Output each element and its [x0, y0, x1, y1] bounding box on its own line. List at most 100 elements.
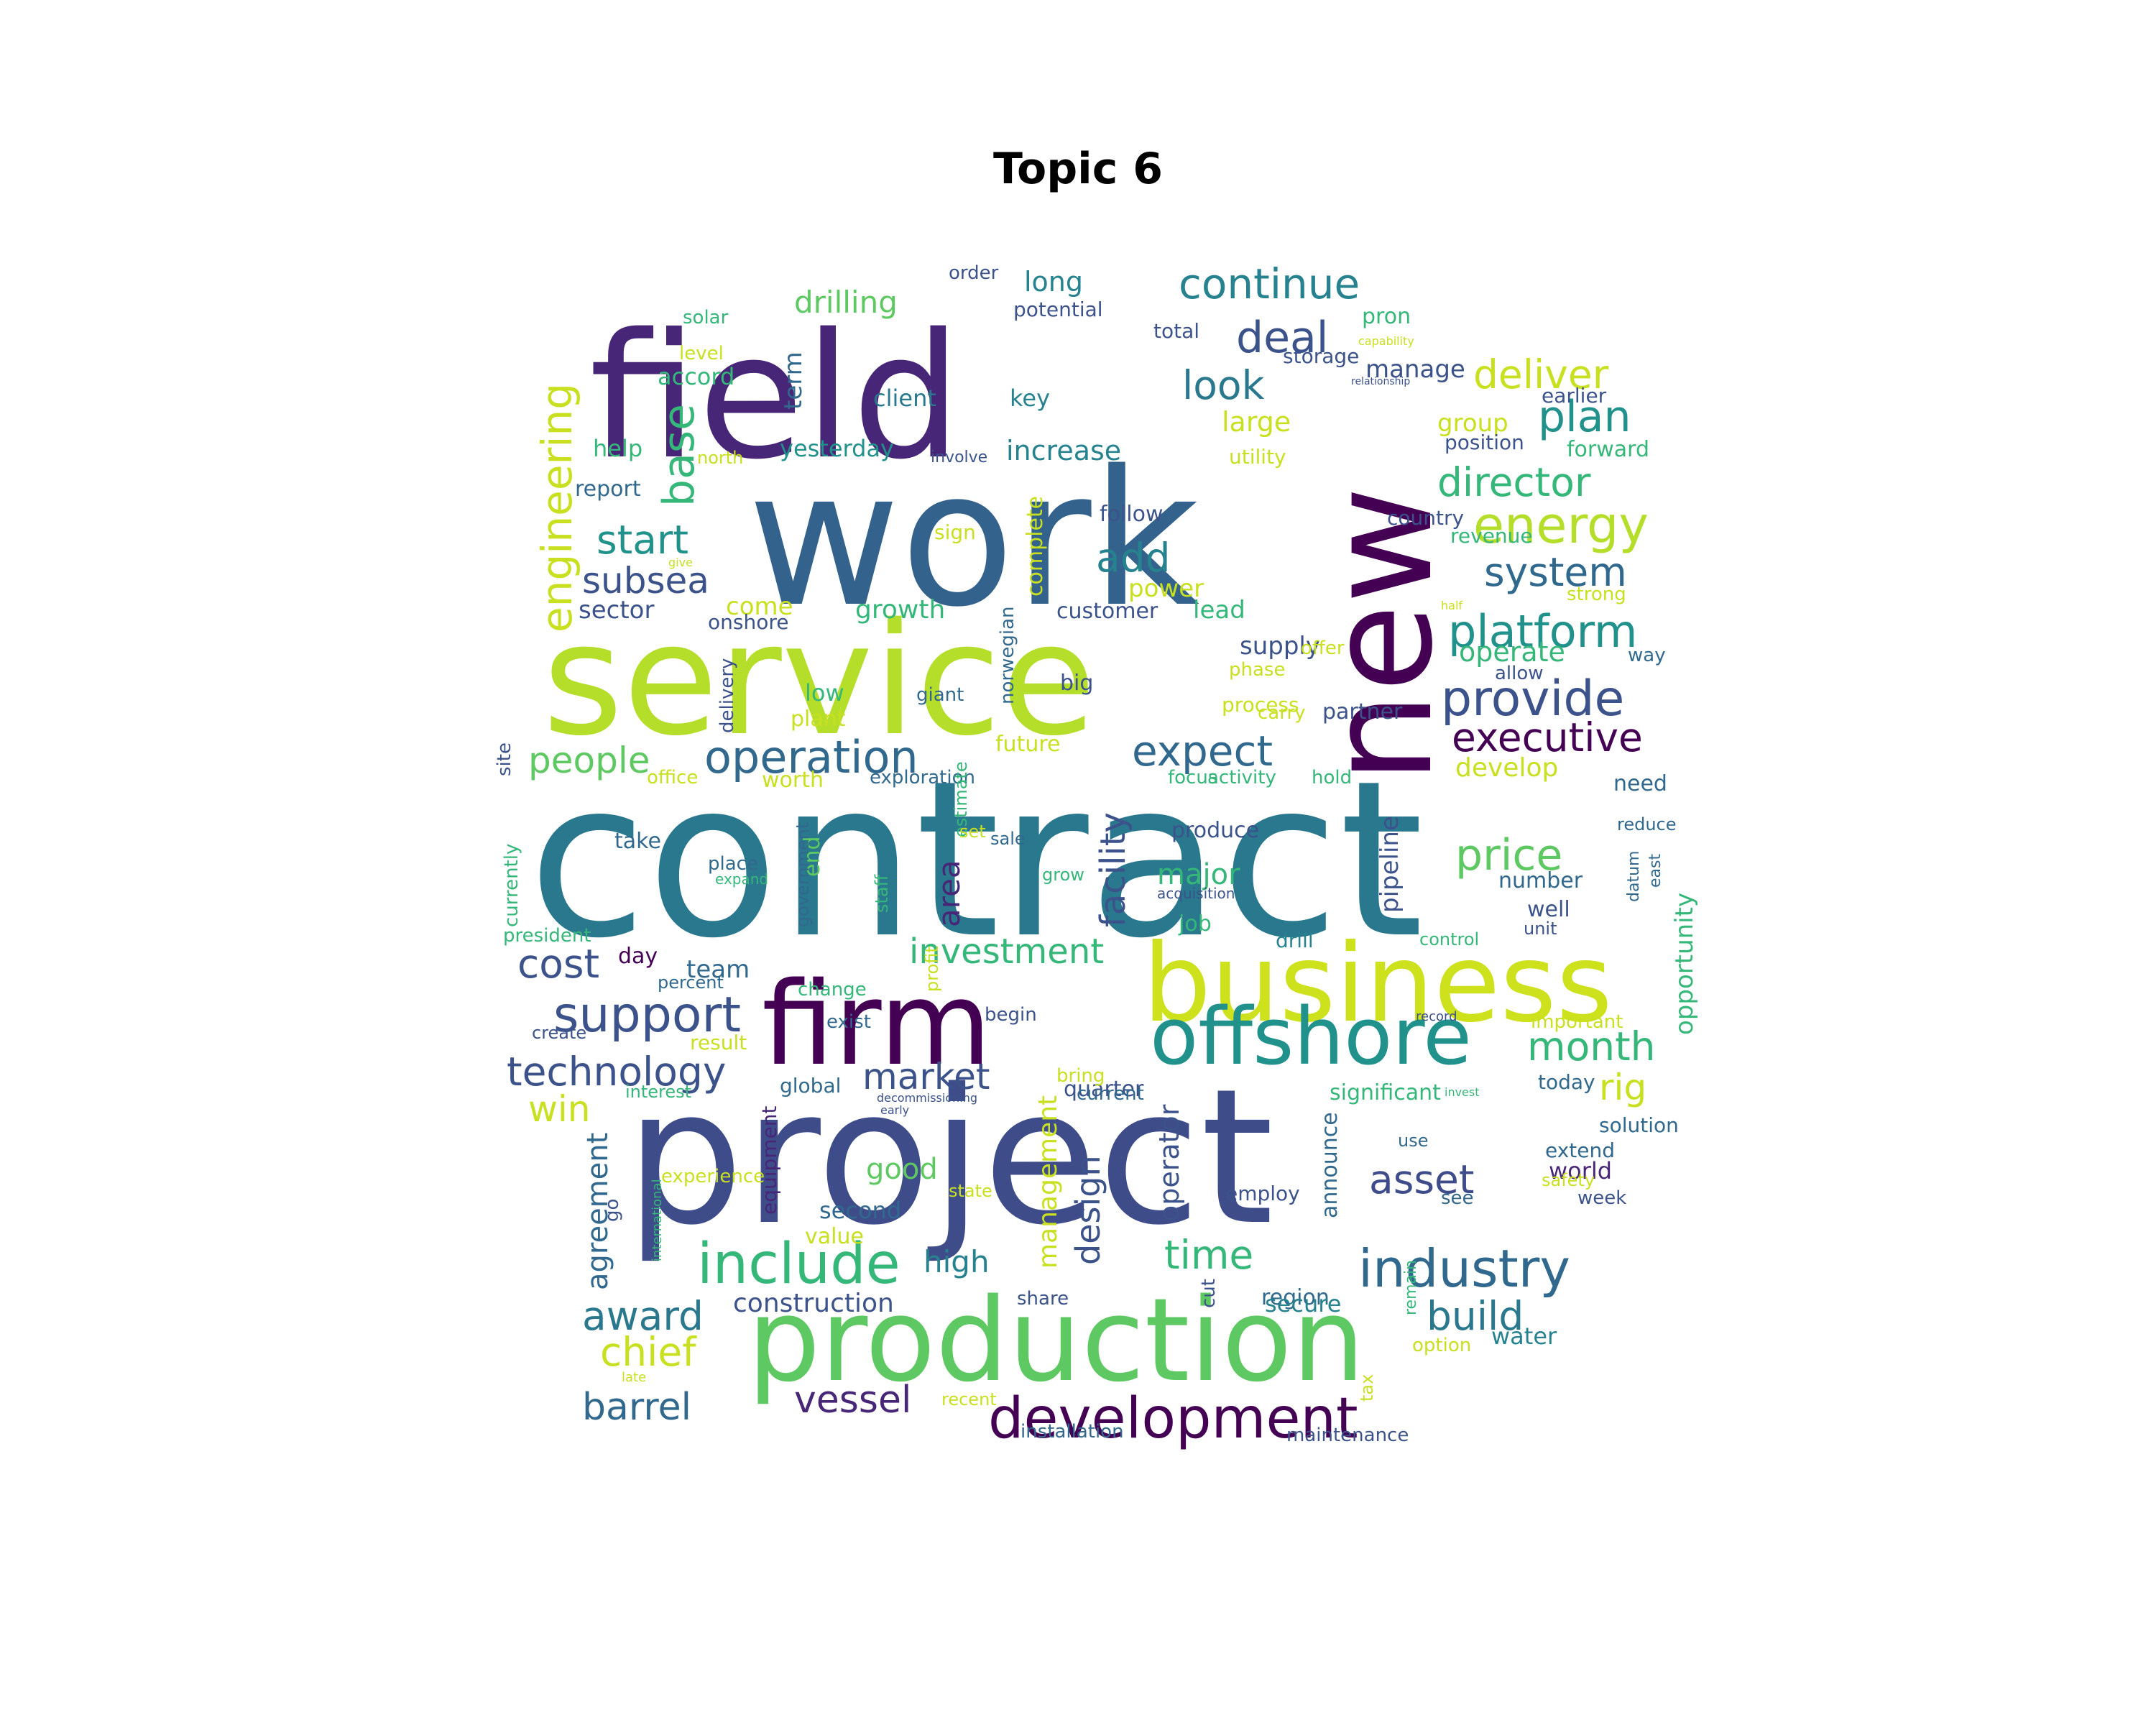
word-contract: contract [528, 735, 1424, 985]
word-base: base [654, 404, 704, 507]
word-field: field [589, 296, 962, 497]
word-storage: storage [1283, 344, 1359, 368]
word-vessel: vessel [794, 1379, 911, 1422]
word-important: important [1531, 1011, 1623, 1033]
word-pipeline: pipeline [1376, 816, 1404, 913]
word-add: add [1096, 535, 1171, 581]
word-way: way [1628, 645, 1666, 666]
word-asset: asset [1369, 1156, 1474, 1202]
word-plan: plan [1538, 392, 1631, 442]
word-major: major [1157, 858, 1240, 891]
word-allow: allow [1495, 663, 1544, 684]
word-order: order [949, 262, 999, 284]
word-currently: currently [501, 844, 522, 927]
word-key: key [1010, 385, 1050, 412]
word-safety: safety [1542, 1170, 1595, 1190]
word-staff: staff [872, 874, 892, 913]
word-big: big [1060, 671, 1093, 696]
word-process: process [1222, 693, 1299, 717]
word-phase: phase [1229, 659, 1285, 681]
word-east: east [1646, 854, 1664, 888]
word-potential: potential [1013, 298, 1103, 321]
word-revenue: revenue [1450, 524, 1533, 548]
word-go: go [602, 1199, 623, 1222]
word-announce: announce [1317, 1112, 1342, 1218]
word-business: business [1143, 921, 1613, 1046]
word-lead: lead [1193, 596, 1245, 625]
word-executive: executive [1452, 714, 1643, 760]
word-low: low [805, 679, 844, 707]
word-facility: facility [1093, 812, 1133, 927]
word-come: come [726, 592, 793, 621]
word-global: global [780, 1074, 841, 1098]
word-capability: capability [1358, 334, 1414, 348]
chart-title: Topic 6 [993, 144, 1163, 194]
word-area: area [931, 860, 967, 927]
word-region: region [1261, 1285, 1330, 1310]
word-value: value [805, 1224, 864, 1249]
word-invest: invest [1445, 1085, 1480, 1099]
word-project: project [625, 1049, 1273, 1266]
word-job: job [1178, 911, 1212, 937]
word-utility: utility [1229, 445, 1286, 469]
word-continue: continue [1179, 259, 1360, 308]
word-month: month [1527, 1024, 1656, 1070]
word-complete: complete [1023, 496, 1048, 597]
word-water: water [1491, 1322, 1557, 1350]
word-barrel: barrel [582, 1386, 691, 1429]
word-percent: percent [658, 972, 724, 993]
word-recent: recent [941, 1389, 997, 1409]
word-management: management [1033, 1095, 1063, 1269]
word-today: today [1538, 1070, 1595, 1094]
word-control: control [1419, 929, 1479, 949]
word-large: large [1222, 406, 1291, 438]
word-employ: employ [1225, 1182, 1300, 1205]
word-relationship: relationship [1351, 376, 1410, 387]
word-exploration: exploration [870, 767, 975, 788]
word-equipment: equipment [757, 1105, 781, 1215]
word-see: see [1441, 1187, 1474, 1209]
word-delivery: delivery [717, 658, 738, 733]
word-unit: unit [1524, 919, 1557, 939]
word-new: new [1297, 487, 1465, 783]
word-expect: expect [1132, 727, 1273, 776]
word-long: long [1024, 266, 1083, 298]
word-give: give [668, 556, 693, 569]
word-late: late [622, 1370, 646, 1385]
word-technology: technology [507, 1049, 726, 1095]
word-sector: sector [579, 596, 654, 625]
word-government: government [793, 822, 813, 927]
word-set: set [959, 822, 986, 842]
word-result: result [690, 1031, 747, 1054]
word-half: half [1441, 599, 1462, 612]
word-worth: worth [762, 768, 824, 793]
word-win: win [528, 1088, 590, 1130]
word-market: market [862, 1056, 990, 1098]
word-reduce: reduce [1617, 814, 1677, 834]
word-involve: involve [931, 448, 987, 466]
word-option: option [1412, 1335, 1471, 1356]
word-number: number [1498, 868, 1583, 893]
word-produce: produce [1171, 818, 1259, 843]
word-giant: giant [916, 684, 964, 706]
word-opportunity: opportunity [1670, 893, 1699, 1035]
word-strong: strong [1567, 584, 1626, 605]
word-build: build [1427, 1293, 1524, 1339]
word-customer: customer [1056, 599, 1158, 624]
word-bring: bring [1056, 1065, 1105, 1087]
word-level: level [679, 343, 724, 364]
word-activity: activity [1207, 767, 1276, 788]
word-supply: supply [1240, 632, 1320, 661]
word-forward: forward [1567, 437, 1649, 462]
word-increase: increase [1006, 435, 1121, 466]
word-position: position [1445, 431, 1524, 454]
word-price: price [1455, 830, 1562, 880]
word-grow: grow [1042, 865, 1084, 885]
word-support: support [553, 987, 741, 1044]
word-installation: installation [1021, 1421, 1124, 1443]
word-office: office [647, 767, 698, 788]
word-decommissioning: decommissioning [877, 1091, 977, 1105]
word-investment: investment [909, 932, 1104, 972]
word-place: place [708, 853, 758, 875]
